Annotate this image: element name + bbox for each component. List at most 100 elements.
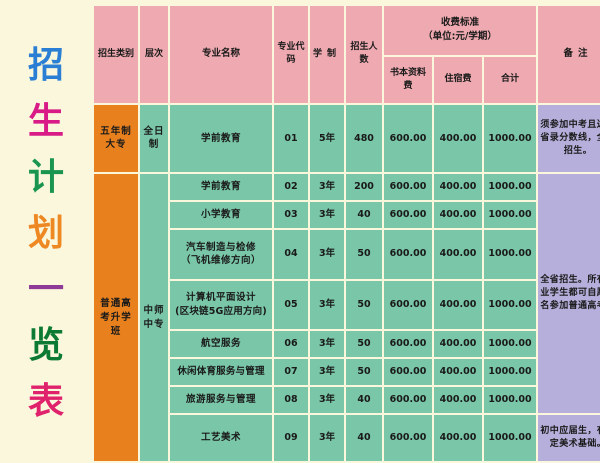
cell-dorm-fee: 400.00 — [434, 358, 482, 385]
cell-dorm-fee: 400.00 — [434, 174, 482, 201]
cell-book-fee: 600.00 — [384, 280, 432, 330]
table-row: 汽车制造与检修 （飞机维修方向） 04 3年 50 600.00 400.00 … — [94, 230, 600, 279]
cell-major-line1: 计算机平面设计 — [185, 292, 256, 304]
cell-level: 中师中专 — [140, 174, 168, 461]
cell-remark: 须参加中考且达到省录分数线，全省招生。 — [538, 104, 600, 173]
table-row: 工艺美术 09 3年 40 600.00 400.00 1000.00 初中应届… — [94, 414, 600, 461]
cell-code: 05 — [274, 280, 308, 330]
cell-major: 计算机平面设计 (区块链5G应用方向) — [170, 280, 272, 330]
cell-duration: 3年 — [310, 414, 344, 461]
th-fee-group-unit: （单位:元/学期） — [423, 31, 497, 43]
title-char-7: 表 — [27, 380, 64, 422]
cell-enrollment: 50 — [346, 230, 382, 279]
cell-duration: 3年 — [310, 358, 344, 385]
cell-dorm-fee: 400.00 — [434, 280, 482, 330]
cell-book-fee: 600.00 — [384, 358, 432, 385]
cell-duration: 3年 — [310, 230, 344, 279]
cell-code: 06 — [274, 331, 308, 357]
cell-code: 04 — [274, 230, 308, 279]
th-enrollment: 招生人数 — [346, 6, 382, 103]
cell-enrollment: 40 — [346, 202, 382, 229]
cell-major-line1: 汽车制造与检修 — [185, 241, 256, 253]
cell-code: 02 — [274, 174, 308, 201]
cell-total-fee: 1000.00 — [484, 174, 536, 201]
cell-total-fee: 1000.00 — [484, 331, 536, 357]
cell-enrollment: 480 — [346, 104, 382, 173]
cell-level: 全日制 — [140, 104, 168, 173]
cell-dorm-fee: 400.00 — [434, 202, 482, 229]
table-row: 旅游服务与管理 08 3年 40 600.00 400.00 1000.00 — [94, 386, 600, 413]
table-row: 航空服务 06 3年 50 600.00 400.00 1000.00 — [94, 331, 600, 357]
cell-book-fee: 600.00 — [384, 202, 432, 229]
cell-category: 五年制大专 — [94, 104, 138, 173]
cell-duration: 3年 — [310, 386, 344, 413]
cell-book-fee: 600.00 — [384, 414, 432, 461]
cell-book-fee: 600.00 — [384, 230, 432, 279]
table-row: 五年制大专 全日制 学前教育 01 5年 480 600.00 400.00 1… — [94, 104, 600, 173]
cell-major: 旅游服务与管理 — [170, 386, 272, 413]
vertical-title: 招 生 计 划 一 览 表 — [0, 0, 92, 463]
cell-total-fee: 1000.00 — [484, 358, 536, 385]
cell-total-fee: 1000.00 — [484, 280, 536, 330]
cell-dorm-fee: 400.00 — [434, 331, 482, 357]
cell-book-fee: 600.00 — [384, 174, 432, 201]
cell-duration: 5年 — [310, 104, 344, 173]
title-char-6: 览 — [27, 324, 64, 366]
cell-major-line2: (区块链5G应用方向) — [175, 305, 267, 317]
th-major-code: 专业代码 — [274, 6, 308, 103]
th-level: 层次 — [140, 6, 168, 103]
cell-major: 休闲体育服务与管理 — [170, 358, 272, 385]
table-row: 休闲体育服务与管理 07 3年 50 600.00 400.00 1000.00 — [94, 358, 600, 385]
cell-code: 08 — [274, 386, 308, 413]
cell-duration: 3年 — [310, 202, 344, 229]
cell-dorm-fee: 400.00 — [434, 414, 482, 461]
cell-duration: 3年 — [310, 280, 344, 330]
th-remarks: 备注 — [538, 6, 600, 103]
table-row: 普通高考升学班 中师中专 学前教育 02 3年 200 600.00 400.0… — [94, 174, 600, 461]
title-char-2: 生 — [27, 100, 64, 142]
th-total-fee: 合计 — [484, 56, 536, 103]
cell-code: 09 — [274, 414, 308, 461]
th-fee-group-title: 收费标准 — [440, 17, 479, 29]
th-fee-group: 收费标准 （单位:元/学期） — [384, 6, 536, 55]
cell-enrollment: 50 — [346, 358, 382, 385]
cell-code: 03 — [274, 202, 308, 229]
cell-remark: 初中应届生，有一定美术基础。 — [538, 414, 600, 461]
th-category: 招生类别 — [94, 6, 138, 103]
title-char-3: 计 — [27, 156, 64, 198]
th-dorm-fee: 住宿费 — [434, 56, 482, 103]
cell-code: 01 — [274, 104, 308, 173]
th-major-name: 专业名称 — [170, 6, 272, 103]
cell-total-fee: 1000.00 — [484, 202, 536, 229]
title-char-1: 招 — [27, 44, 64, 86]
cell-major: 学前教育 — [170, 174, 272, 201]
cell-major-line2: （飞机维修方向） — [180, 255, 261, 267]
cell-total-fee: 1000.00 — [484, 104, 536, 173]
cell-code: 07 — [274, 358, 308, 385]
cell-duration: 3年 — [310, 174, 344, 201]
cell-category: 普通高考升学班 — [94, 174, 138, 461]
title-char-5: 一 — [27, 268, 64, 310]
th-duration: 学制 — [310, 6, 344, 103]
title-char-4: 划 — [27, 212, 64, 254]
cell-enrollment: 200 — [346, 174, 382, 201]
cell-book-fee: 600.00 — [384, 331, 432, 357]
cell-major: 汽车制造与检修 （飞机维修方向） — [170, 230, 272, 279]
cell-remark: 全省招生。所有专业学生都可自愿报名参加普通高考。 — [538, 174, 600, 413]
cell-dorm-fee: 400.00 — [434, 230, 482, 279]
cell-dorm-fee: 400.00 — [434, 104, 482, 173]
cell-total-fee: 1000.00 — [484, 230, 536, 279]
th-book-fee: 书本资料费 — [384, 56, 432, 103]
cell-total-fee: 1000.00 — [484, 414, 536, 461]
cell-dorm-fee: 400.00 — [434, 386, 482, 413]
cell-book-fee: 600.00 — [384, 386, 432, 413]
table-header-row-2: 书本资料费 住宿费 合计 — [94, 56, 600, 103]
cell-duration: 3年 — [310, 331, 344, 357]
cell-major: 小学教育 — [170, 202, 272, 229]
cell-book-fee: 600.00 — [384, 104, 432, 173]
cell-major: 工艺美术 — [170, 414, 272, 461]
table-row: 小学教育 03 3年 40 600.00 400.00 1000.00 — [94, 202, 600, 229]
cell-total-fee: 1000.00 — [484, 386, 536, 413]
cell-enrollment: 50 — [346, 331, 382, 357]
